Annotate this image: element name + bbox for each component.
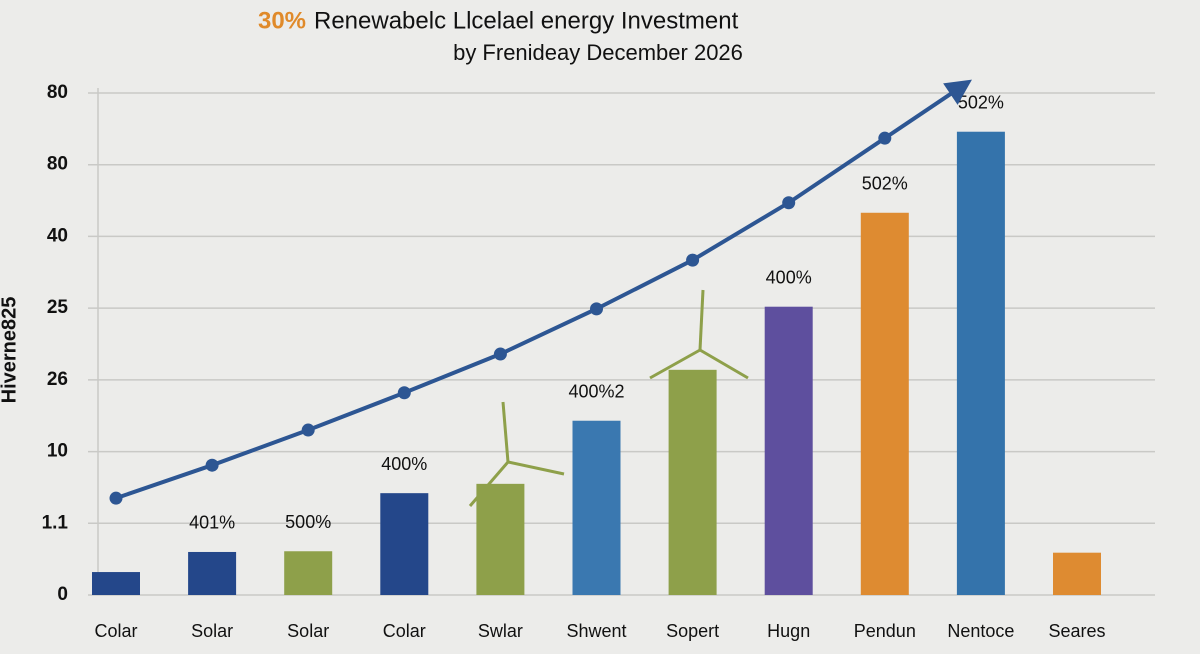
x-tick-label: Colar <box>94 621 137 641</box>
line-point <box>782 196 796 210</box>
y-tick-label: 80 <box>47 82 68 103</box>
bar <box>572 420 621 595</box>
x-tick-label: Solar <box>287 621 329 641</box>
title-highlight: 30% <box>258 7 306 34</box>
bar <box>668 369 717 595</box>
x-tick-label: Shwent <box>566 621 626 641</box>
y-tick-label: 10 <box>47 441 68 462</box>
bar <box>476 483 525 595</box>
y-axis-label: Hiverne825 <box>0 297 20 404</box>
bar <box>284 551 333 595</box>
arrow-head <box>943 79 972 105</box>
line-point <box>493 347 507 361</box>
data-label: 502% <box>862 174 908 194</box>
plot-area: 0 1.1 10 26 25 40 80 80 Colar Solar Solar Colar Swla… <box>42 79 1155 641</box>
y-tick-label: 25 <box>47 297 69 318</box>
bar <box>188 551 237 595</box>
y-tick-label: 40 <box>47 225 68 246</box>
chart-title: Renewabelc Llcelael energy Investment <box>314 7 739 34</box>
x-tick-label: Pendun <box>854 621 916 641</box>
chart-subtitle: by Frenideay December 2026 <box>453 40 743 65</box>
x-tick-label: Sopert <box>666 621 719 641</box>
x-tick-label: Colar <box>383 621 426 641</box>
data-label: 400%2 <box>568 381 624 401</box>
line-point <box>109 491 123 505</box>
x-tick-label: Solar <box>191 621 233 641</box>
y-tick-label: 1.1 <box>42 512 69 533</box>
bar <box>956 131 1005 595</box>
line-point <box>686 253 700 267</box>
x-tick-label: Swlar <box>478 621 523 641</box>
bar <box>92 572 140 595</box>
x-tick-label: Nentoce <box>947 621 1014 641</box>
x-tick-label: Seares <box>1048 621 1105 641</box>
data-label: 400% <box>381 454 427 474</box>
bar <box>1053 552 1101 595</box>
y-tick-label: 80 <box>47 154 68 175</box>
y-tick-label: 0 <box>57 584 68 605</box>
data-label: 400% <box>766 267 812 287</box>
line-point <box>301 423 315 437</box>
data-label: 502% <box>958 92 1004 112</box>
bar <box>860 212 909 595</box>
x-tick-label: Hugn <box>767 621 810 641</box>
y-tick-label: 26 <box>47 369 68 390</box>
data-label: 500% <box>285 512 331 532</box>
line-point <box>590 302 603 316</box>
line-point <box>205 458 219 472</box>
bar <box>764 306 813 595</box>
wind-turbine <box>468 289 749 507</box>
line-point <box>397 386 411 400</box>
data-label: 401% <box>189 513 235 533</box>
bar <box>380 493 429 595</box>
line-point <box>878 131 892 145</box>
